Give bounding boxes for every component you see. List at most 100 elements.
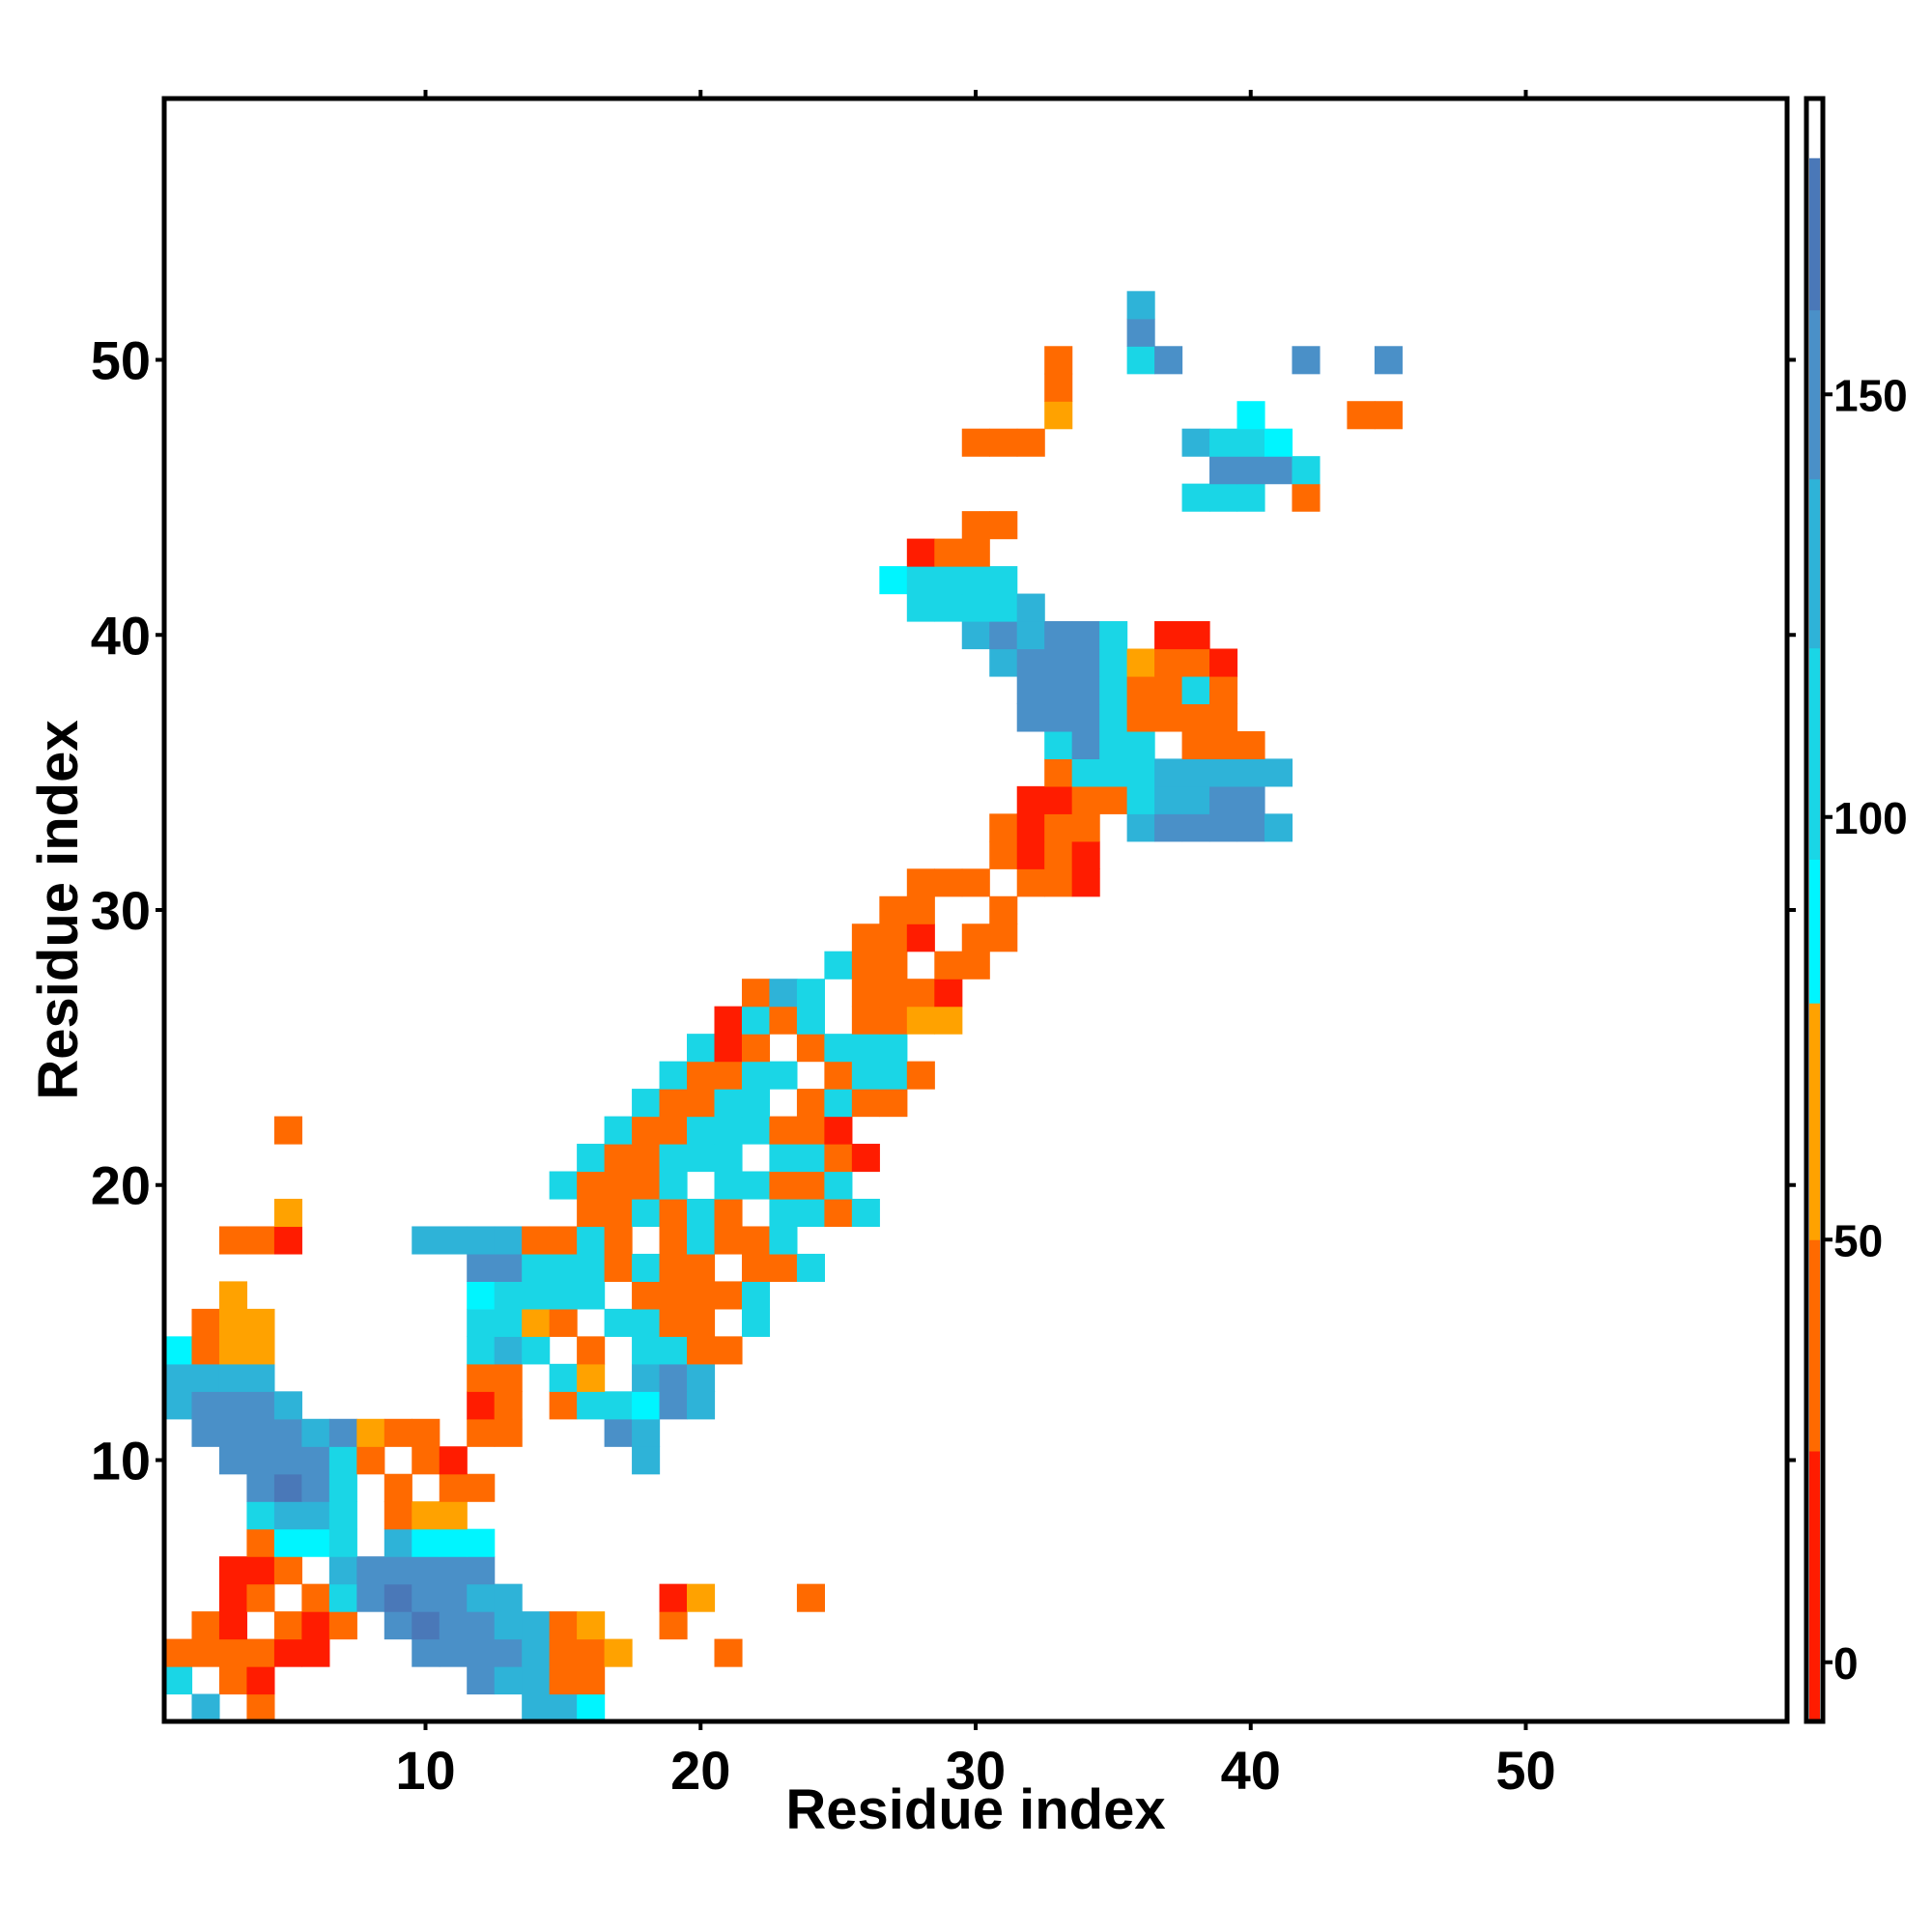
heatmap-cell — [1292, 483, 1321, 512]
heatmap-cell — [934, 1006, 963, 1035]
heatmap-cell — [1099, 785, 1128, 814]
heatmap-cell — [961, 621, 990, 650]
heatmap-cell — [246, 1638, 275, 1667]
heatmap-cell — [961, 566, 990, 595]
heatmap-cell — [1071, 648, 1100, 677]
heatmap-cell — [246, 1446, 275, 1475]
heatmap-cell — [1209, 813, 1238, 842]
heatmap-cell — [494, 1308, 523, 1337]
heatmap-cell — [1236, 758, 1265, 787]
heatmap-cell — [1154, 785, 1183, 814]
heatmap-cell — [659, 1226, 688, 1255]
heatmap-cell — [659, 1281, 688, 1310]
heatmap-cell — [687, 1198, 716, 1228]
heatmap-cell — [769, 1144, 798, 1173]
heatmap-cell — [191, 1391, 220, 1420]
heatmap-cell — [714, 1006, 743, 1035]
heatmap-cell — [714, 1061, 743, 1090]
heatmap-cell — [246, 1418, 275, 1447]
heatmap-cell — [1236, 428, 1265, 457]
heatmap-cell — [934, 593, 963, 622]
heatmap-cell — [659, 1144, 688, 1173]
heatmap-cell — [687, 1391, 716, 1420]
heatmap-cell — [218, 1666, 248, 1695]
colorbar-segment — [1809, 309, 1820, 480]
heatmap-cell — [494, 1363, 523, 1392]
heatmap-cell — [218, 1446, 248, 1475]
y-tick-label: 10 — [91, 1430, 151, 1491]
heatmap-cell — [577, 1638, 606, 1667]
heatmap-cell — [796, 979, 825, 1008]
heatmap-cell — [687, 1116, 716, 1145]
heatmap-cell — [879, 923, 908, 952]
heatmap-cell — [1071, 621, 1100, 650]
heatmap-cell — [961, 923, 990, 952]
heatmap-cell — [467, 1226, 496, 1255]
heatmap-cell — [1181, 703, 1210, 732]
heatmap-cell — [961, 868, 990, 897]
heatmap-cell — [549, 1308, 578, 1337]
heatmap-cell — [687, 1226, 716, 1255]
x-tick-label: 40 — [1221, 1740, 1281, 1801]
heatmap-cell — [1044, 785, 1073, 814]
heatmap-cell — [1264, 758, 1293, 787]
heatmap-cell — [549, 1666, 578, 1695]
heatmap-cell — [522, 1638, 551, 1667]
heatmap-cell — [412, 1611, 440, 1640]
heatmap-cell — [934, 566, 963, 595]
heatmap-cell — [1264, 456, 1293, 485]
heatmap-cell — [164, 1391, 193, 1420]
heatmap-cell — [1181, 758, 1210, 787]
heatmap-cell — [1044, 648, 1073, 677]
heatmap-cell — [1016, 593, 1045, 622]
heatmap-cell — [191, 1308, 220, 1337]
heatmap-cell — [577, 1363, 606, 1392]
heatmap-cell — [549, 1171, 578, 1200]
heatmap-cell — [577, 1281, 606, 1310]
heatmap-cell — [577, 1666, 606, 1695]
heatmap-cell — [879, 1034, 908, 1063]
heatmap-cell — [1071, 840, 1100, 869]
heatmap-cell — [824, 1116, 853, 1145]
heatmap-cell — [467, 1556, 496, 1585]
heatmap-cell — [384, 1473, 412, 1502]
heatmap-cell — [604, 1638, 633, 1667]
heatmap-cell — [769, 1253, 798, 1282]
heatmap-cell — [1044, 373, 1073, 402]
heatmap-cell — [191, 1638, 220, 1667]
heatmap-cell — [328, 1611, 357, 1640]
heatmap-cell — [1292, 456, 1321, 485]
heatmap-cell — [659, 1253, 688, 1282]
heatmap-cell — [604, 1253, 633, 1282]
heatmap-cell — [1154, 346, 1183, 375]
heatmap-cell — [659, 1611, 688, 1640]
heatmap-cell — [273, 1501, 302, 1530]
heatmap-cell — [1044, 813, 1073, 842]
heatmap-cell — [412, 1528, 440, 1557]
heatmap-cell — [989, 621, 1018, 650]
heatmap-cell — [218, 1583, 248, 1612]
heatmap-cell — [577, 1611, 606, 1640]
heatmap-cell — [384, 1556, 412, 1585]
heatmap-cell — [1236, 813, 1265, 842]
heatmap-cell — [632, 1116, 661, 1145]
heatmap-cell — [1126, 785, 1155, 814]
colorbar-tick-label: 50 — [1833, 1215, 1883, 1265]
heatmap-cell — [549, 1281, 578, 1310]
heatmap-cell — [1071, 813, 1100, 842]
heatmap-cell — [273, 1611, 302, 1640]
heatmap-cell — [549, 1391, 578, 1420]
heatmap-cell — [1181, 621, 1210, 650]
heatmap-cell — [632, 1089, 661, 1118]
heatmap-cell — [741, 1006, 771, 1035]
heatmap-cell — [1236, 730, 1265, 759]
colorbar-frame — [1804, 96, 1826, 1724]
colorbar-segment — [1809, 1451, 1820, 1722]
heatmap-cell — [796, 1198, 825, 1228]
heatmap-cell — [301, 1528, 330, 1557]
heatmap-cell — [604, 1391, 633, 1420]
heatmap-cell — [796, 1171, 825, 1200]
heatmap-cell — [273, 1226, 302, 1255]
heatmap-cell — [741, 1089, 771, 1118]
heatmap-cell — [687, 1144, 716, 1173]
